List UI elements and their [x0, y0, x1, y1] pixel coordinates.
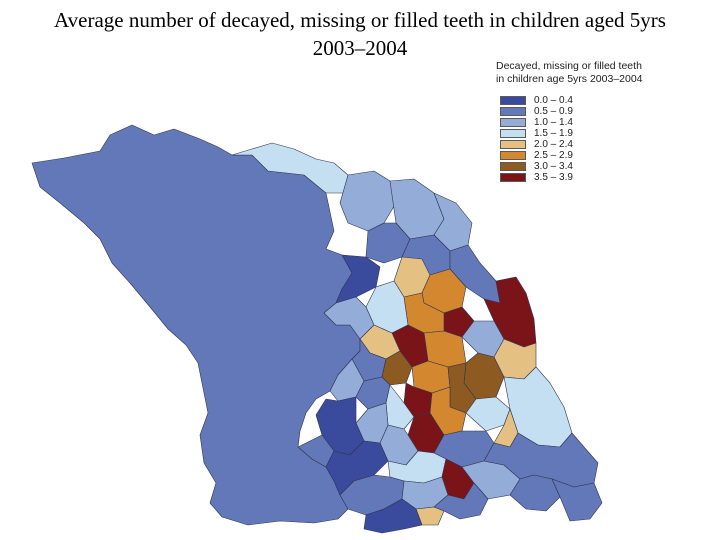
legend-label: 0.0 – 0.4 — [534, 95, 573, 106]
legend-item: 0.0 – 0.4 — [496, 95, 706, 106]
slide-title: Average number of decayed, missing or fi… — [0, 6, 720, 62]
legend-swatch — [500, 129, 526, 138]
legend-swatch — [500, 162, 526, 171]
legend-item: 3.0 – 3.4 — [496, 161, 706, 172]
legend-item: 3.5 – 3.9 — [496, 172, 706, 183]
legend-title: Decayed, missing or filled teeth in chil… — [496, 60, 706, 86]
legend-label: 3.0 – 3.4 — [534, 161, 573, 172]
legend-title-line-2: in children age 5yrs 2003–2004 — [496, 73, 643, 85]
legend-label: 3.5 – 3.9 — [534, 172, 573, 183]
legend-label: 1.0 – 1.4 — [534, 117, 573, 128]
region-s11 — [483, 432, 599, 488]
legend-swatch — [500, 140, 526, 149]
region-s15 — [509, 474, 561, 512]
map-legend: Decayed, missing or filled teeth in chil… — [496, 60, 706, 183]
region-c6 — [323, 296, 375, 340]
legend-swatch — [500, 118, 526, 127]
legend-item: 1.5 – 1.9 — [496, 128, 706, 139]
legend-label: 2.0 – 2.4 — [534, 139, 573, 150]
legend-item: 2.5 – 2.9 — [496, 150, 706, 161]
legend-item: 0.5 – 0.9 — [496, 106, 706, 117]
legend-items: 0.0 – 0.4 0.5 – 0.9 1.0 – 1.4 1.5 – 1.9 2.0 … — [496, 95, 706, 183]
region-north-2 — [339, 170, 397, 232]
legend-swatch — [500, 173, 526, 182]
choropleth-map — [4, 63, 716, 535]
map-regions — [31, 124, 603, 534]
legend-swatch — [500, 107, 526, 116]
legend-label: 2.5 – 2.9 — [534, 150, 573, 161]
region-s18 — [363, 498, 423, 534]
title-line-1: Average number of decayed, missing or fi… — [54, 8, 666, 32]
region-s16 — [551, 478, 603, 522]
legend-item: 1.0 – 1.4 — [496, 117, 706, 128]
legend-title-line-1: Decayed, missing or filled teeth — [496, 60, 642, 72]
title-line-2: 2003–2004 — [312, 36, 408, 60]
legend-label: 1.5 – 1.9 — [534, 128, 573, 139]
legend-item: 2.0 – 2.4 — [496, 139, 706, 150]
map-svg — [31, 124, 603, 534]
legend-swatch — [500, 96, 526, 105]
legend-swatch — [500, 151, 526, 160]
region-west — [31, 124, 361, 526]
legend-label: 0.5 – 0.9 — [534, 106, 573, 117]
